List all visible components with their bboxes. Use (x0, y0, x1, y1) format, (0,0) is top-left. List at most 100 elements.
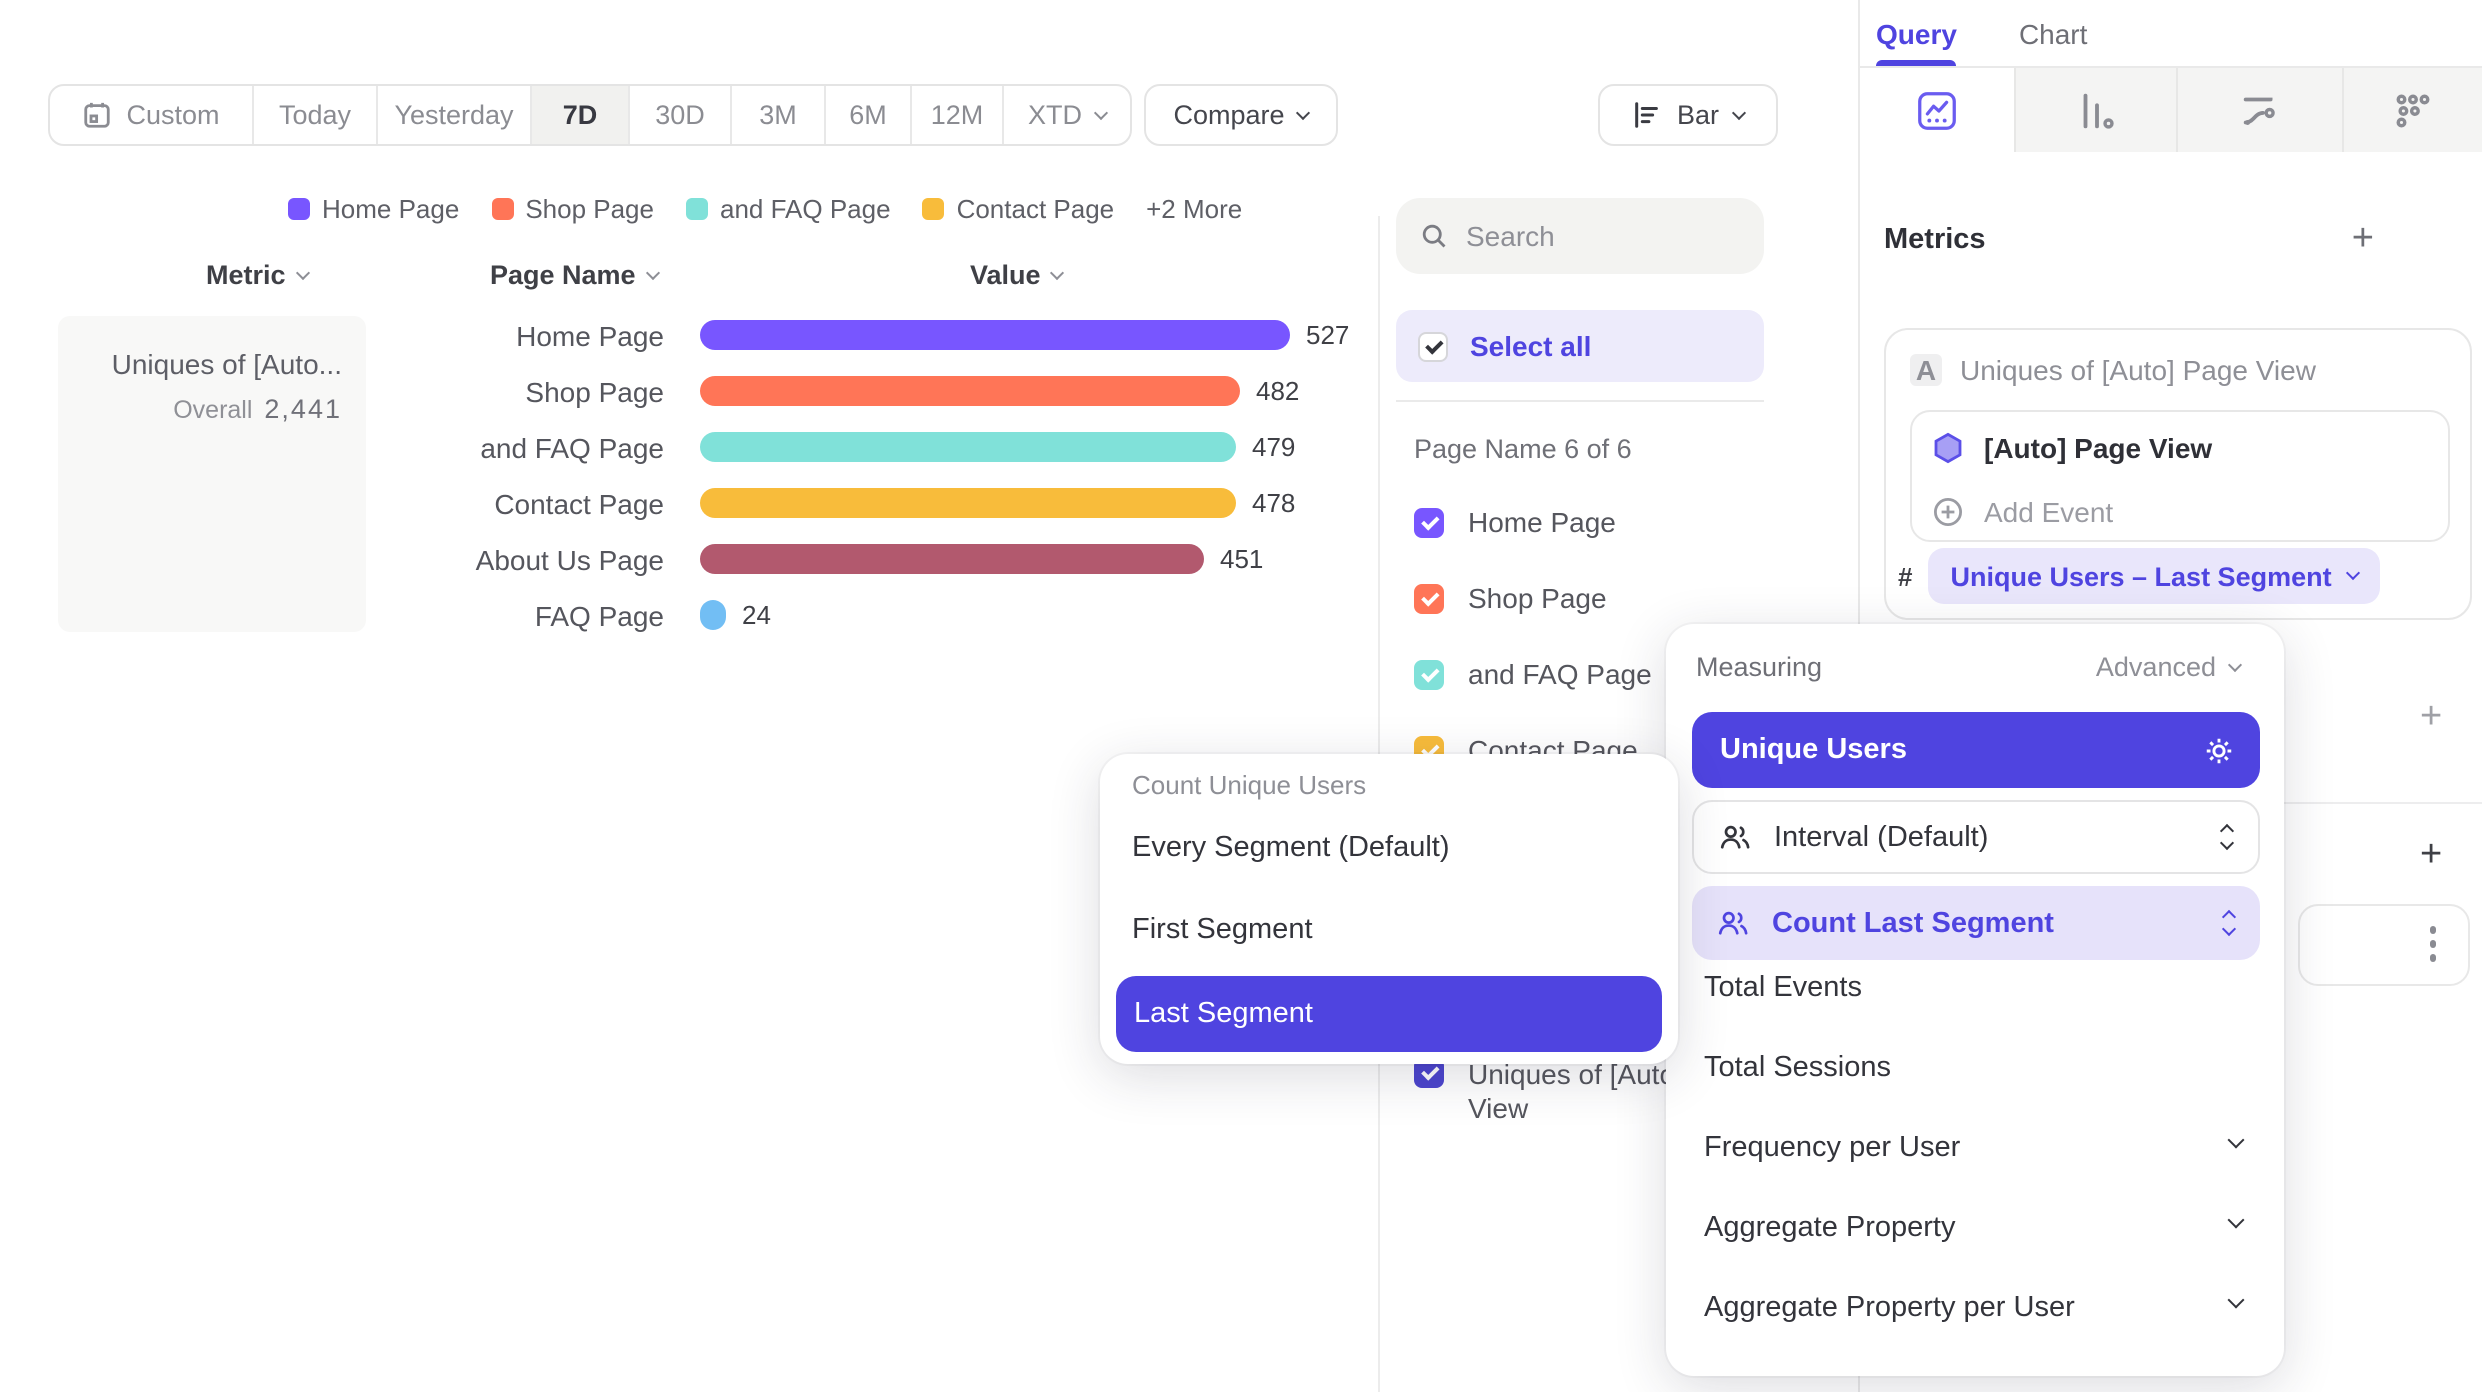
advanced-toggle[interactable]: Advanced (2096, 652, 2243, 682)
select-all-checkbox[interactable] (1418, 331, 1448, 361)
checkbox-checked[interactable] (1414, 583, 1444, 613)
bar-faq-page[interactable] (700, 600, 726, 630)
table-row: Contact Page 478 (320, 487, 1295, 519)
search-box[interactable] (1396, 198, 1764, 274)
horizontal-bar-chart-icon (1636, 102, 1659, 128)
sort-toggle-icon[interactable] (2221, 909, 2237, 937)
panel-tabs: Query Chart (1860, 0, 2482, 68)
table-row: Shop Page 482 (320, 375, 1300, 407)
select-all-row[interactable]: Select all (1396, 310, 1764, 382)
filter-item-metric-series[interactable]: Uniques of [Auto View (1414, 1058, 1675, 1124)
menu-item-last-segment-selected[interactable]: Last Segment (1116, 976, 1662, 1052)
menu-item-frequency-per-user[interactable]: Frequency per User (1704, 1132, 1961, 1164)
plus-circle-icon (1933, 497, 1963, 527)
event-row[interactable]: [Auto] Page View (1932, 432, 2212, 464)
menu-item-unique-users-selected[interactable]: Unique Users (1692, 712, 2260, 788)
tab-query[interactable]: Query (1876, 0, 1958, 66)
metric-card-header: A Uniques of [Auto] Page View (1910, 354, 2316, 386)
chevron-down-icon (2227, 656, 2243, 672)
legend-item[interactable]: Contact Page (922, 193, 1114, 223)
add-breakdown-button[interactable]: + (2420, 834, 2443, 876)
add-metric-button[interactable]: + (2351, 218, 2374, 260)
metric-summary-card[interactable]: Uniques of [Auto... Overall 2,441 (58, 316, 366, 632)
sort-toggle-icon[interactable] (2219, 823, 2235, 851)
search-icon (1422, 224, 1446, 248)
legend-item[interactable]: Home Page (288, 193, 459, 223)
measurement-pill[interactable]: Unique Users – Last Segment (1928, 548, 2380, 604)
filter-item-shop-page[interactable]: Shop Page (1414, 578, 1607, 618)
measurement-row: # Unique Users – Last Segment (1898, 548, 2380, 604)
legend-more[interactable]: +2 More (1146, 193, 1243, 223)
flows-icon (2242, 96, 2274, 124)
row-value: 479 (1252, 432, 1296, 462)
date-range-30d[interactable]: 30D (628, 86, 730, 144)
metric-overall: Overall 2,441 (173, 394, 342, 424)
legend-item[interactable]: and FAQ Page (686, 193, 891, 223)
row-label: and FAQ Page (480, 431, 664, 463)
filter-item-home-page[interactable]: Home Page (1414, 502, 1616, 542)
row-value: 482 (1256, 376, 1300, 406)
date-range-7d-selected[interactable]: 7D (530, 86, 628, 144)
bar-shop-page[interactable] (700, 376, 1240, 406)
bar-chart-icon (2082, 92, 2113, 128)
calendar-icon (84, 102, 111, 128)
column-header-page-name[interactable]: Page Name (490, 260, 660, 290)
row-label: Contact Page (494, 487, 664, 519)
menu-item-aggregate-property[interactable]: Aggregate Property (1704, 1212, 1956, 1244)
gear-icon (2206, 737, 2232, 763)
search-input[interactable] (1466, 220, 1706, 252)
menu-item-every-segment[interactable]: Every Segment (Default) (1132, 832, 1450, 864)
date-range-6m[interactable]: 6M (824, 86, 910, 144)
menu-item-aggregate-property-per-user[interactable]: Aggregate Property per User (1704, 1292, 2075, 1324)
tab-funnels[interactable] (2014, 68, 2176, 152)
metric-card[interactable]: A Uniques of [Auto] Page View [Auto] Pag… (1884, 328, 2472, 620)
column-header-value[interactable]: Value (970, 260, 1065, 290)
bar-contact-page[interactable] (700, 488, 1236, 518)
legend-item[interactable]: Shop Page (491, 193, 654, 223)
menu-item-total-sessions[interactable]: Total Sessions (1704, 1052, 1891, 1084)
tab-retention[interactable] (2342, 68, 2482, 152)
date-range-3m[interactable]: 3M (730, 86, 824, 144)
number-type-icon: # (1898, 561, 1913, 591)
checkbox-checked[interactable] (1414, 659, 1444, 689)
bar-and-faq-page[interactable] (700, 432, 1236, 462)
compare-button[interactable]: Compare (1144, 84, 1338, 146)
column-header-metric[interactable]: Metric (206, 260, 310, 290)
tab-flows[interactable] (2176, 68, 2342, 152)
add-event-row[interactable]: Add Event (1932, 496, 2113, 528)
date-range-selector: Custom Today Yesterday 7D 30D 3M 6M 12M … (48, 84, 1132, 146)
tab-insights-selected[interactable] (1860, 68, 2014, 152)
table-row: Home Page 527 (320, 319, 1349, 351)
date-range-xtd[interactable]: XTD (1002, 86, 1130, 144)
menu-item-interval[interactable]: Interval (Default) (1692, 800, 2260, 874)
row-label: About Us Page (475, 543, 664, 575)
date-range-12m[interactable]: 12M (910, 86, 1002, 144)
menu-item-first-segment[interactable]: First Segment (1132, 914, 1313, 946)
breakdown-card[interactable] (2298, 904, 2470, 986)
date-range-custom[interactable]: Custom (50, 86, 252, 144)
date-range-label: Custom (126, 100, 220, 130)
section-divider (2284, 802, 2482, 804)
metric-badge: A (1910, 354, 1942, 386)
row-label: FAQ Page (534, 599, 664, 631)
report-type-tabs (1860, 68, 2482, 152)
checkbox-checked[interactable] (1414, 507, 1444, 537)
bar-about-us-page[interactable] (700, 544, 1204, 574)
filter-item-and-faq-page[interactable]: and FAQ Page (1414, 654, 1652, 694)
date-range-today[interactable]: Today (252, 86, 376, 144)
date-range-yesterday[interactable]: Yesterday (376, 86, 530, 144)
chevron-down-icon (295, 264, 310, 280)
users-icon (1720, 825, 1750, 849)
chart-type-dropdown[interactable]: Bar (1598, 84, 1778, 146)
chevron-down-icon (645, 264, 660, 280)
retention-icon (2396, 93, 2430, 127)
bar-home-page[interactable] (700, 320, 1290, 350)
menu-item-total-events[interactable]: Total Events (1704, 972, 1862, 1004)
tab-chart[interactable]: Chart (2018, 17, 2088, 49)
table-row: FAQ Page 24 (320, 599, 771, 631)
add-filter-button[interactable]: + (2420, 696, 2443, 738)
legend-swatch (491, 197, 514, 219)
kebab-menu-icon[interactable] (2429, 926, 2436, 961)
chevron-down-icon (1093, 104, 1109, 120)
menu-item-count-last-segment[interactable]: Count Last Segment (1692, 886, 2260, 960)
